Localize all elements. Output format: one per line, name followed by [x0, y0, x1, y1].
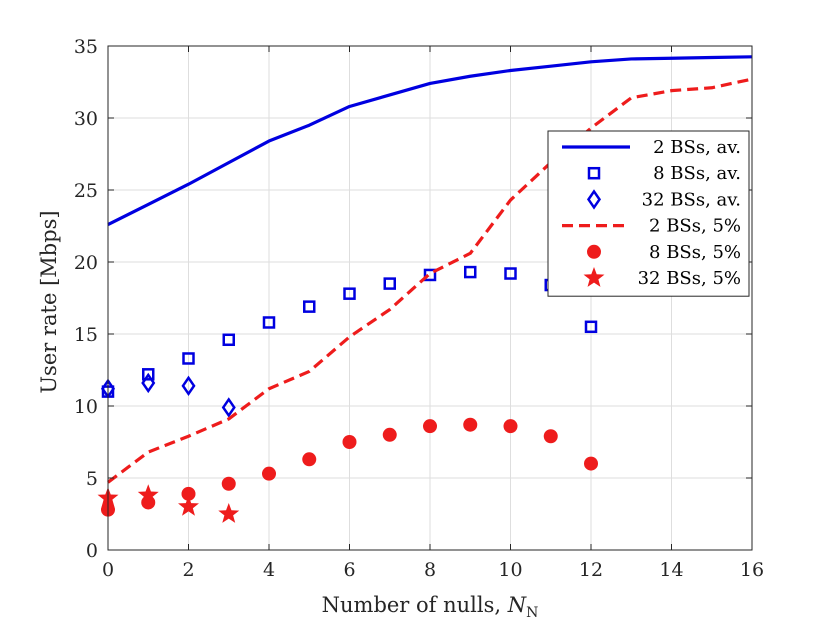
x-tick-label: 0 — [102, 559, 114, 581]
data-point-32-bss-av — [221, 397, 236, 418]
data-point-8-bss-5 — [463, 417, 478, 432]
data-point-32-bss-av — [141, 372, 156, 394]
data-point-32-bss-5 — [178, 495, 199, 516]
y-tick-label: 35 — [74, 36, 98, 58]
legend-swatch — [586, 189, 602, 210]
data-point-8-bss-5 — [543, 429, 558, 444]
y-tick-label: 25 — [74, 180, 98, 202]
plot-data — [97, 55, 753, 523]
y-axis-label: User rate [Mbps] — [37, 210, 61, 393]
data-point-8-bss-av — [584, 320, 598, 334]
x-tick-label: 14 — [659, 559, 683, 581]
series-line-2-bss-av — [107, 55, 753, 226]
legend-swatch — [587, 244, 601, 259]
data-point-8-bss-av — [222, 333, 235, 347]
legend-label: 2 BSs, 5% — [649, 216, 741, 237]
data-point-8-bss-av — [182, 352, 195, 365]
data-point-8-bss-5 — [423, 419, 437, 434]
axes: 0 2 4 6 8 10 12 14 16 0 5 10 15 20 25 30 35 — [74, 36, 764, 581]
x-axis-label-subscript: N — [526, 605, 538, 621]
legend-label: 8 BSs, av. — [653, 163, 741, 184]
data-point-8-bss-5 — [221, 476, 236, 491]
legend-label: 2 BSs, av. — [653, 137, 741, 158]
data-point-8-bss-5 — [342, 435, 357, 449]
x-axis-label-symbol: N — [507, 593, 527, 617]
data-point-8-bss-5 — [181, 486, 196, 501]
x-axis-label: Number of nulls, NN — [322, 593, 539, 621]
x-tick-label: 12 — [579, 559, 603, 581]
data-point-8-bss-5 — [584, 456, 598, 471]
data-point-8-bss-av — [262, 316, 276, 329]
legend-box — [547, 130, 750, 297]
data-point-8-bss-5 — [503, 419, 518, 434]
legend-swatch — [587, 166, 601, 180]
x-tick-label: 16 — [740, 559, 764, 581]
y-tick-label: 10 — [74, 396, 98, 418]
data-point-8-bss-av — [464, 265, 477, 279]
data-point-8-bss-5 — [262, 466, 276, 481]
legend-label: 8 BSs, 5% — [649, 242, 741, 263]
data-point-32-bss-5 — [137, 484, 159, 505]
legend-label: 32 BSs, av. — [642, 189, 741, 210]
data-point-32-bss-5 — [218, 503, 240, 523]
y-tick-label: 0 — [86, 540, 98, 562]
y-tick-label: 20 — [74, 252, 98, 274]
data-point-8-bss-av — [504, 267, 517, 280]
series-line-2-bss-5 — [107, 77, 753, 484]
data-point-8-bss-av — [142, 368, 155, 381]
data-point-8-bss-av — [343, 287, 356, 300]
data-point-8-bss-av — [423, 268, 437, 282]
y-tick-label: 30 — [74, 108, 98, 130]
x-tick-label: 2 — [182, 559, 194, 581]
data-point-8-bss-5 — [382, 427, 397, 442]
legend-label: 32 BSs, 5% — [638, 268, 741, 289]
legend-swatch — [583, 267, 605, 287]
data-point-8-bss-5 — [302, 452, 317, 467]
x-tick-label: 4 — [263, 559, 275, 581]
legend: 2 BSs, av. 8 BSs, av. 32 BSs, av. 2 BSs, 5%… — [547, 130, 750, 297]
x-tick-label: 8 — [424, 559, 436, 581]
data-point-8-bss-av — [383, 277, 396, 290]
x-tick-label: 10 — [498, 559, 522, 581]
data-point-8-bss-av — [303, 300, 316, 313]
x-tick-label: 6 — [343, 559, 355, 581]
y-tick-label: 5 — [86, 468, 98, 490]
data-point-32-bss-av — [181, 375, 196, 397]
y-tick-label: 15 — [74, 324, 98, 346]
